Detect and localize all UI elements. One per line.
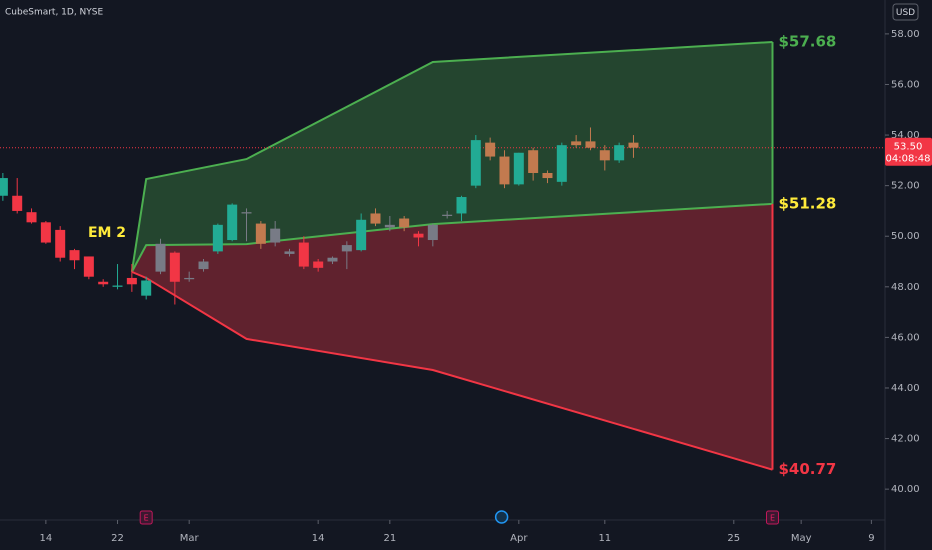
y-tick-label: 52.00	[891, 181, 920, 192]
lower-line	[131, 270, 773, 471]
y-tick-label: 56.00	[891, 79, 920, 90]
em-value-label: $40.77	[778, 460, 836, 478]
candle-body	[399, 218, 410, 228]
x-tick-label: 25	[727, 533, 740, 544]
candle-body	[12, 195, 23, 211]
candle-body	[513, 152, 524, 185]
plot	[0, 40, 885, 471]
candle-body	[356, 219, 367, 251]
y-tick-label: 42.00	[891, 434, 920, 445]
candle-body	[40, 222, 51, 243]
y-tick-label: 44.00	[891, 383, 920, 394]
y-tick-label: 48.00	[891, 282, 920, 293]
candle-body	[83, 256, 94, 277]
x-tick-label: 22	[111, 533, 124, 544]
candle-body	[528, 150, 539, 173]
candle-body	[499, 156, 510, 185]
price-tag-countdown: 04:08:48	[886, 154, 931, 165]
price-tag-value: 53.50	[894, 142, 923, 153]
candle-body	[470, 140, 481, 186]
y-tick-label: 46.00	[891, 332, 920, 343]
candle-body	[313, 261, 324, 268]
y-tick-label: 40.00	[891, 484, 920, 495]
currency[interactable]: USD	[896, 8, 915, 18]
candle-body	[26, 212, 37, 223]
candle-body	[485, 142, 496, 157]
candle-body	[212, 224, 223, 252]
y-tick-label: 54.00	[891, 130, 920, 141]
chart-title: CubeSmart, 1D, NYSE	[5, 8, 104, 18]
candle-body	[413, 233, 424, 238]
y-tick-label: 58.00	[891, 29, 920, 40]
candle-body	[55, 229, 66, 258]
x-tick-label: May	[791, 533, 812, 544]
candle-body	[571, 141, 582, 146]
candle-body	[456, 197, 467, 214]
candle-body	[542, 172, 553, 179]
candle-body	[112, 285, 123, 287]
dividend-marker	[494, 510, 509, 524]
candle-body	[270, 228, 281, 243]
candle-body	[628, 142, 639, 148]
candle-body	[227, 204, 238, 241]
candle-body	[427, 224, 438, 241]
candle-body	[126, 277, 137, 285]
candle-body	[241, 212, 252, 214]
candle-body	[585, 141, 596, 148]
candle-body	[384, 224, 395, 228]
x-tick-label: 14	[312, 533, 325, 544]
candle-body	[155, 243, 166, 272]
candle-body	[184, 277, 195, 280]
candle-body	[298, 242, 309, 267]
em-value-label: $57.68	[778, 32, 836, 50]
earnings-marker	[139, 510, 153, 525]
candle-body	[327, 257, 338, 262]
candle-body	[599, 150, 610, 161]
mid-line	[130, 202, 773, 273]
x-tick-label: 14	[39, 533, 52, 544]
em-value-label: $51.28	[778, 194, 836, 212]
x-tick-label: 21	[383, 533, 396, 544]
candle-body	[141, 280, 152, 296]
candle-body	[442, 214, 453, 216]
candle-body	[284, 251, 295, 254]
candle-body	[255, 223, 266, 244]
candle-body	[556, 145, 567, 182]
earnings-label: E	[770, 514, 775, 523]
candle-body	[370, 213, 381, 224]
x-tick-label: 11	[598, 533, 611, 544]
candle-body	[198, 261, 209, 270]
candle-body	[169, 252, 180, 282]
earnings-label: E	[144, 514, 149, 523]
candle-body	[0, 178, 8, 196]
earnings-marker	[765, 510, 779, 525]
x-tick-label: Mar	[180, 533, 200, 544]
upper-band	[131, 41, 773, 272]
lower-band	[131, 203, 773, 470]
x-tick-label: Apr	[510, 533, 528, 544]
candle-body	[98, 281, 109, 285]
candle-body	[614, 145, 625, 161]
currency-box[interactable]	[892, 3, 919, 21]
y-tick-label: 50.00	[891, 231, 920, 242]
candle-body	[341, 245, 352, 252]
x-tick-label: 9	[868, 533, 874, 544]
upper-line	[130, 40, 773, 273]
price-tag	[885, 137, 932, 166]
candle-body	[69, 250, 80, 261]
em-label: EM 2	[88, 225, 126, 241]
